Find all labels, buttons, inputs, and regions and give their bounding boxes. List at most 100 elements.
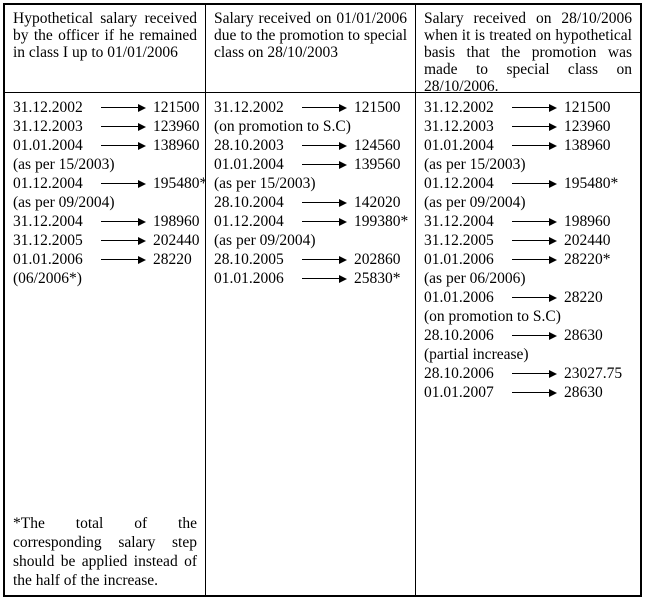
salary-value: 123960 [564,118,611,135]
note-line: (as per 09/2004) [424,194,526,211]
date-label: 01.01.2004 [13,137,83,154]
date-label: 28.10.2005 [214,251,284,268]
salary-line: 31.12.2003 123960 [424,117,632,136]
date-label: 28.10.2006 [424,365,494,382]
salary-line: 01.01.2004 138960 [424,136,632,155]
salary-line: 28.10.2006 28630 [424,326,632,345]
salary-line: 01.01.2007 28630 [424,383,632,402]
arrow-right-icon [302,275,347,282]
salary-value: 28220 [153,251,192,268]
note-line: (as per 09/2004) [13,194,115,211]
salary-line: 01.01.2006 28220 [424,288,632,307]
arrow-right-icon [101,123,146,130]
salary-rows: 31.12.2002 121500 31.12.2003 123960 01.01.20… [424,98,632,402]
salary-value: 195480* [153,175,206,192]
date-label: 31.12.2003 [13,118,83,135]
salary-value: 123960 [153,118,200,135]
date-label: 31.12.2002 [13,99,83,116]
salary-line: 31.12.2004 198960 [13,212,200,231]
salary-value: 198960 [153,213,200,230]
column-header-text: Salary received on 01/01/2006 due to the… [214,10,407,61]
date-label: 01.01.2006 [13,251,83,268]
salary-line: 28.10.2004 142020 [214,193,407,212]
note-line: (as per 06/2006) [424,270,526,287]
header-cell-promotion-2003: Salary received on 01/01/2006 due to the… [206,5,416,93]
salary-value: 124560 [354,137,401,154]
salary-value: 28630 [564,384,603,401]
footnote-text: *The total of the corresponding salary s… [13,515,197,589]
note-line: (as per 09/2004) [214,232,316,249]
date-label: 01.12.2004 [214,213,284,230]
date-label: 01.01.2007 [424,384,494,401]
note-line: (partial increase) [424,346,529,363]
header-cell-promotion-2006: Salary received on 28/10/2006 when it is… [416,5,640,93]
date-label: 31.12.2005 [424,232,494,249]
salary-line: 28.10.2003 124560 [214,136,407,155]
salary-value: 28220 [564,289,603,306]
arrow-right-icon [512,180,557,187]
salary-line: 28.10.2005 202860 [214,250,407,269]
column-header-text: Salary received on 28/10/2006 when it is… [424,10,632,93]
date-label: 31.12.2003 [424,118,494,135]
salary-line: 01.01.2006 28220* [424,250,632,269]
salary-value: 198960 [564,213,611,230]
salary-line: 31.12.2002 121500 [424,98,632,117]
arrow-right-icon [512,218,557,225]
arrow-right-icon [302,199,347,206]
salary-value: 25830* [354,270,401,287]
salary-line: 01.01.2004 139560 [214,155,407,174]
salary-line: 28.10.2006 23027.75 [424,364,632,383]
salary-comparison-table: Hypothetical salary received by the offi… [3,3,642,597]
arrow-right-icon [302,104,347,111]
salary-rows: 31.12.2002 121500 (on promotion to S.C) 28.… [214,98,409,288]
date-label: 01.01.2004 [214,156,284,173]
arrow-right-icon [512,142,557,149]
arrow-right-icon [512,294,557,301]
note-line: (as per 15/2003) [214,175,316,192]
date-label: 31.12.2002 [424,99,494,116]
note-line: (on promotion to S.C) [424,308,561,325]
date-label: 31.12.2002 [214,99,284,116]
arrow-right-icon [302,161,347,168]
salary-line: 01.12.2004 199380* [214,212,409,231]
salary-value: 202440 [564,232,611,249]
salary-value: 202440 [153,232,200,249]
salary-value: 195480* [564,175,619,192]
arrow-right-icon [302,218,347,225]
arrow-right-icon [512,370,557,377]
salary-line: 31.12.2003 123960 [13,117,200,136]
body-cell-promotion-2006: 31.12.2002 121500 31.12.2003 123960 01.01.20… [416,93,640,595]
date-label: 01.01.2004 [424,137,494,154]
date-label: 31.12.2004 [13,213,83,230]
salary-value: 28630 [564,327,603,344]
arrow-right-icon [101,180,146,187]
salary-line: 31.12.2005 202440 [424,231,632,250]
date-label: 28.10.2004 [214,194,284,211]
salary-line: 31.12.2004 198960 [424,212,632,231]
note-line: (on promotion to S.C) [214,118,351,135]
arrow-right-icon [512,123,557,130]
salary-line: 01.01.2006 25830* [214,269,407,288]
arrow-right-icon [302,142,347,149]
note-line: (06/2006*) [13,270,82,287]
salary-line: 31.12.2002 121500 [13,98,200,117]
header-cell-hypothetical: Hypothetical salary received by the offi… [5,5,206,93]
salary-value: 202860 [354,251,401,268]
date-label: 01.01.2006 [214,270,284,287]
date-label: 31.12.2004 [424,213,494,230]
arrow-right-icon [512,332,557,339]
arrow-right-icon [101,104,146,111]
arrow-right-icon [101,256,146,263]
salary-line: 31.12.2005 202440 [13,231,200,250]
date-label: 01.01.2006 [424,289,494,306]
salary-line: 01.12.2004 195480* [424,174,632,193]
salary-value: 23027.75 [564,365,623,382]
arrow-right-icon [512,237,557,244]
date-label: 01.01.2006 [424,251,494,268]
arrow-right-icon [101,142,146,149]
arrow-right-icon [512,389,557,396]
arrow-right-icon [101,218,146,225]
salary-line: 01.01.2004 138960 [13,136,200,155]
salary-value: 199380* [354,213,409,230]
